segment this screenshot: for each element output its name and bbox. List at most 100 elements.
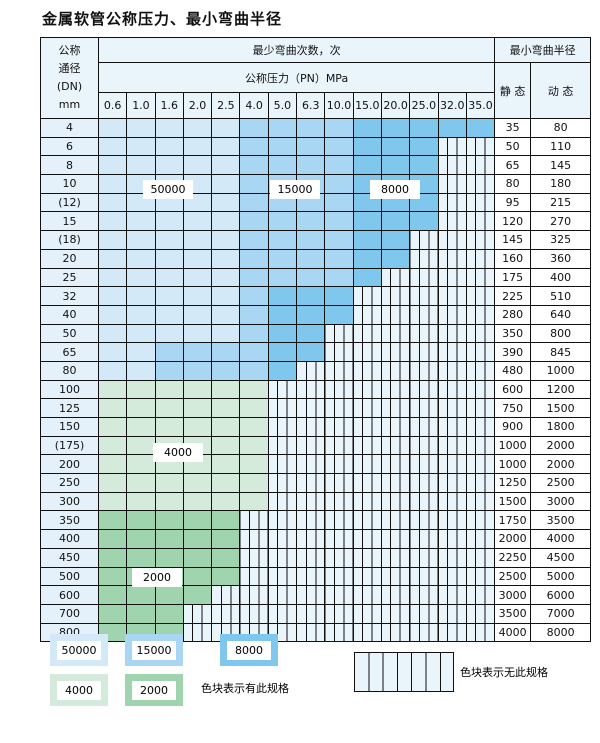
spec-cell — [97, 360, 128, 381]
dn-header-line: 通径 — [58, 62, 81, 75]
dn-cell: 300 — [40, 491, 99, 512]
dn-cell: 450 — [40, 547, 99, 568]
spec-cell — [182, 118, 213, 138]
spec-cell — [267, 118, 298, 138]
no-spec-cell — [437, 603, 467, 624]
spec-cell — [97, 585, 128, 605]
table-row: 300 1500 3000 — [40, 491, 592, 512]
spec-cell — [239, 360, 269, 381]
no-spec-cell — [437, 566, 467, 587]
spec-cell — [352, 118, 382, 138]
no-spec-cell — [324, 603, 354, 624]
no-spec-cell — [352, 547, 382, 568]
no-spec-cell — [380, 435, 411, 456]
dynamic-radius-cell: 4500 — [530, 547, 592, 568]
table-row: 40 280 640 — [40, 304, 592, 325]
no-spec-cell — [352, 510, 382, 531]
no-spec-cell — [465, 585, 496, 605]
no-spec-cell — [296, 622, 326, 643]
spec-cell — [324, 118, 354, 138]
no-spec-cell — [409, 267, 439, 288]
no-spec-cell — [380, 417, 411, 437]
no-spec-cell — [380, 585, 411, 605]
no-spec-cell — [465, 211, 496, 232]
spec-cell — [324, 136, 354, 157]
spec-cell — [437, 118, 467, 138]
no-spec-cell — [409, 454, 439, 475]
spec-cell — [182, 510, 213, 531]
dynamic-header: 动 态 — [530, 62, 592, 119]
no-spec-cell — [380, 267, 411, 288]
spec-cell — [126, 267, 156, 288]
no-spec-cell — [380, 323, 411, 344]
spec-cell — [211, 136, 241, 157]
dynamic-radius-cell: 325 — [530, 230, 592, 250]
static-radius-cell: 50 — [494, 136, 532, 157]
no-spec-cell — [380, 566, 411, 587]
spec-cell — [126, 398, 156, 418]
spec-cell — [126, 529, 156, 549]
table-row: 500 2500 5000 — [40, 566, 592, 587]
region-label-15000: 15000 — [270, 180, 320, 199]
no-spec-cell — [437, 155, 467, 176]
spec-cell — [97, 211, 128, 232]
no-spec-cell — [324, 417, 354, 437]
spec-cell — [126, 118, 156, 138]
spec-cell — [154, 118, 184, 138]
legend-label: 50000 — [57, 640, 101, 660]
table-row: 6 50 110 — [40, 136, 592, 157]
no-spec-cell — [267, 603, 298, 624]
dynamic-radius-cell: 4000 — [530, 529, 592, 549]
spec-cell — [97, 304, 128, 325]
no-spec-cell — [324, 622, 354, 643]
spec-cell — [296, 267, 326, 288]
no-spec-cell — [437, 342, 467, 362]
no-spec-cell — [409, 286, 439, 306]
no-spec-cell — [267, 398, 298, 418]
dn-cell: 15 — [40, 211, 99, 232]
no-spec-cell — [409, 585, 439, 605]
spec-cell — [296, 248, 326, 269]
spec-cell — [296, 230, 326, 250]
no-spec-cell — [380, 622, 411, 643]
static-radius-cell: 145 — [494, 230, 532, 250]
dynamic-radius-cell: 640 — [530, 304, 592, 325]
no-spec-cell — [352, 304, 382, 325]
spec-cell — [97, 248, 128, 269]
dn-cell: 125 — [40, 398, 99, 418]
spec-cell — [267, 230, 298, 250]
dynamic-radius-cell: 1200 — [530, 379, 592, 400]
no-spec-cell — [465, 473, 496, 493]
legend-label: 4000 — [57, 680, 101, 700]
dynamic-radius-cell: 800 — [530, 323, 592, 344]
table-row: 600 3000 6000 — [40, 585, 592, 605]
no-spec-cell — [380, 510, 411, 531]
spec-cell — [211, 491, 241, 512]
spec-cell — [211, 547, 241, 568]
dynamic-radius-cell: 2500 — [530, 473, 592, 493]
dn-cell: 25 — [40, 267, 99, 288]
static-radius-cell: 120 — [494, 211, 532, 232]
table-row: 125 750 1500 — [40, 398, 592, 418]
spec-cell — [97, 267, 128, 288]
no-spec-cell — [296, 417, 326, 437]
spec-cell — [154, 398, 184, 418]
table-row: 25 175 400 — [40, 267, 592, 288]
spec-cell — [126, 136, 156, 157]
static-radius-cell: 1000 — [494, 435, 532, 456]
spec-cell — [211, 174, 241, 194]
no-spec-cell — [437, 491, 467, 512]
no-spec-cell — [296, 398, 326, 418]
spec-cell — [126, 547, 156, 568]
no-spec-cell — [437, 360, 467, 381]
no-spec-cell — [437, 267, 467, 288]
pressure-col-header: 4.0 — [239, 92, 269, 119]
table-row: 450 2250 4500 — [40, 547, 592, 568]
dn-cell: 500 — [40, 566, 99, 587]
dynamic-radius-cell: 2000 — [530, 435, 592, 456]
spec-cell — [324, 286, 354, 306]
spec-cell — [126, 435, 156, 456]
spec-cell — [154, 473, 184, 493]
spec-cell — [97, 566, 128, 587]
static-radius-cell: 1750 — [494, 510, 532, 531]
